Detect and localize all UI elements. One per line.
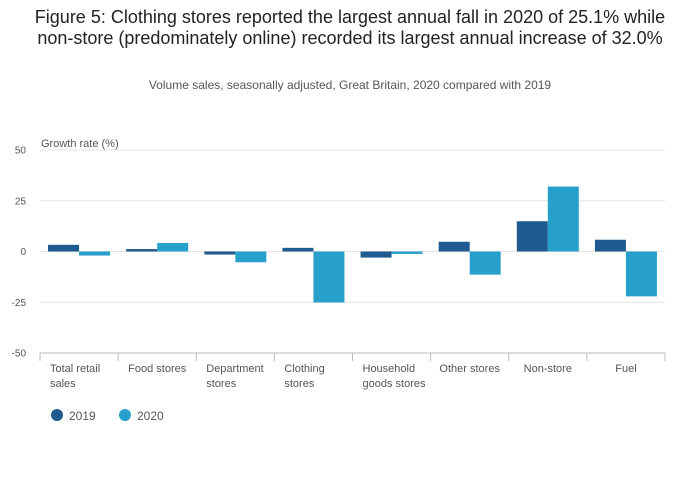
legend-label-2019: 2019	[69, 409, 96, 423]
bar-2019	[204, 251, 236, 255]
x-category-label: Total retail sales	[50, 363, 100, 390]
y-axis-ticks: 50 25 0 -25 -50	[12, 146, 27, 360]
y-tick-label: 25	[15, 196, 27, 207]
bar-2020	[625, 251, 657, 297]
x-category-label: Non-store	[524, 363, 572, 375]
x-axis: Total retail sales Food stores Department st…	[39, 352, 666, 390]
bar-2019	[126, 249, 158, 252]
x-category-label: Household goods stores	[363, 363, 426, 390]
bar-2019	[438, 241, 470, 252]
bar-2020	[469, 251, 501, 275]
bar-2019	[282, 247, 314, 252]
y-tick-label: -25	[12, 298, 27, 309]
x-category-label: Other stores	[439, 363, 500, 375]
x-category-label: Department stores	[206, 363, 263, 390]
x-category-label: Food stores	[128, 363, 187, 375]
y-tick-label: -50	[12, 349, 27, 360]
bar-2020	[79, 251, 111, 256]
bar-2019	[594, 239, 626, 252]
chart-subtitle: Volume sales, seasonally adjusted, Great…	[148, 78, 552, 92]
chart-title: Figure 5: Clothing stores reported the l…	[34, 7, 666, 48]
y-tick-label: 50	[15, 146, 27, 157]
bars	[48, 186, 657, 303]
bar-2020	[313, 251, 345, 303]
bar-2020	[391, 251, 423, 254]
y-axis-label: Growth rate (%)	[41, 138, 119, 150]
bar-2020	[547, 186, 579, 252]
x-category-label: Clothing stores	[284, 363, 324, 390]
bar-2019	[516, 221, 548, 252]
bar-2020	[235, 251, 267, 263]
bar-2019	[360, 251, 392, 258]
legend-marker-2019	[51, 409, 63, 421]
y-tick-label: 0	[20, 247, 26, 258]
legend: 2019 2020	[51, 409, 164, 423]
bar-2019	[48, 244, 80, 252]
x-category-label: Fuel	[615, 363, 636, 375]
bar-2020	[157, 242, 189, 252]
legend-label-2020: 2020	[137, 409, 164, 423]
legend-marker-2020	[119, 409, 131, 421]
